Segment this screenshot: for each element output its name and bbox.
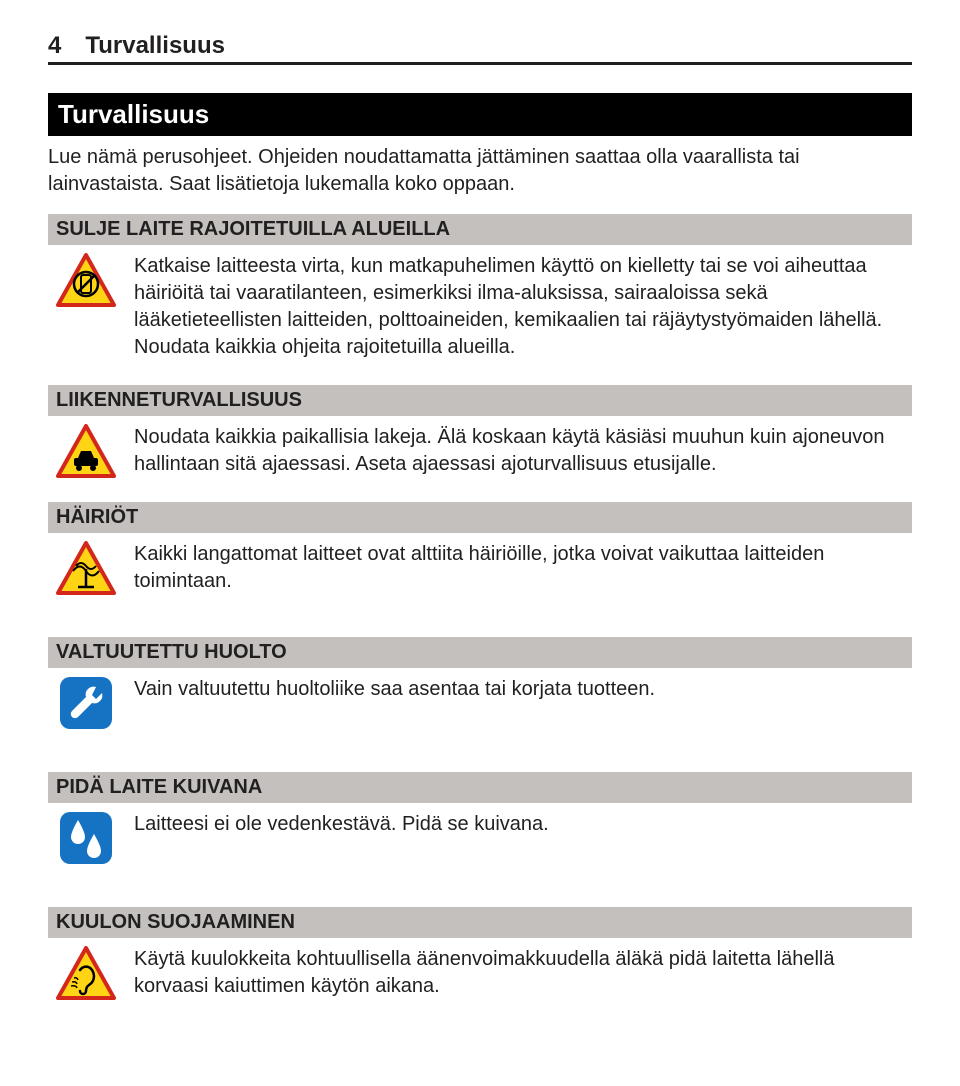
hearing-warning-icon (56, 946, 116, 1000)
section-row: Laitteesi ei ole vedenkestävä. Pidä se k… (48, 803, 912, 879)
section-row: Käytä kuulokkeita kohtuullisella äänenvo… (48, 938, 912, 1014)
section-heading-keep-dry: PIDÄ LAITE KUIVANA (48, 772, 912, 803)
section-text: Noudata kaikkia paikallisia lakeja. Älä … (134, 424, 912, 478)
page-number: 4 (48, 32, 61, 60)
section-heading-road-safety: LIIKENNETURVALLISUUS (48, 385, 912, 416)
section-row: Noudata kaikkia paikallisia lakeja. Älä … (48, 416, 912, 492)
section-text: Vain valtuutettu huoltoliike saa asentaa… (134, 676, 912, 703)
section-text: Kaikki langattomat laitteet ovat alttiit… (134, 541, 912, 595)
spacer (48, 744, 912, 762)
section-row: Vain valtuutettu huoltoliike saa asentaa… (48, 668, 912, 744)
page-header-title: Turvallisuus (85, 32, 225, 60)
section-heading-switch-off: SULJE LAITE RAJOITETUILLA ALUEILLA (48, 214, 912, 245)
intro-paragraph: Lue nämä perusohjeet. Ohjeiden noudattam… (48, 144, 912, 198)
section-row: Katkaise laitteesta virta, kun matkapuhe… (48, 245, 912, 375)
section-text: Käytä kuulokkeita kohtuullisella äänenvo… (134, 946, 912, 1000)
document-title: Turvallisuus (48, 93, 912, 136)
section-text: Laitteesi ei ole vedenkestävä. Pidä se k… (134, 811, 912, 838)
section-heading-interference: HÄIRIÖT (48, 502, 912, 533)
section-row: Kaikki langattomat laitteet ovat alttiit… (48, 533, 912, 609)
page-header: 4 Turvallisuus (48, 32, 912, 65)
spacer (48, 609, 912, 627)
spacer (48, 879, 912, 897)
interference-warning-icon (56, 541, 116, 595)
section-heading-hearing: KUULON SUOJAAMINEN (48, 907, 912, 938)
water-drops-icon (56, 811, 116, 865)
section-heading-service: VALTUUTETTU HUOLTO (48, 637, 912, 668)
wrench-icon (56, 676, 116, 730)
car-warning-icon (56, 424, 116, 478)
section-text: Katkaise laitteesta virta, kun matkapuhe… (134, 253, 912, 361)
no-phone-warning-icon (56, 253, 116, 307)
